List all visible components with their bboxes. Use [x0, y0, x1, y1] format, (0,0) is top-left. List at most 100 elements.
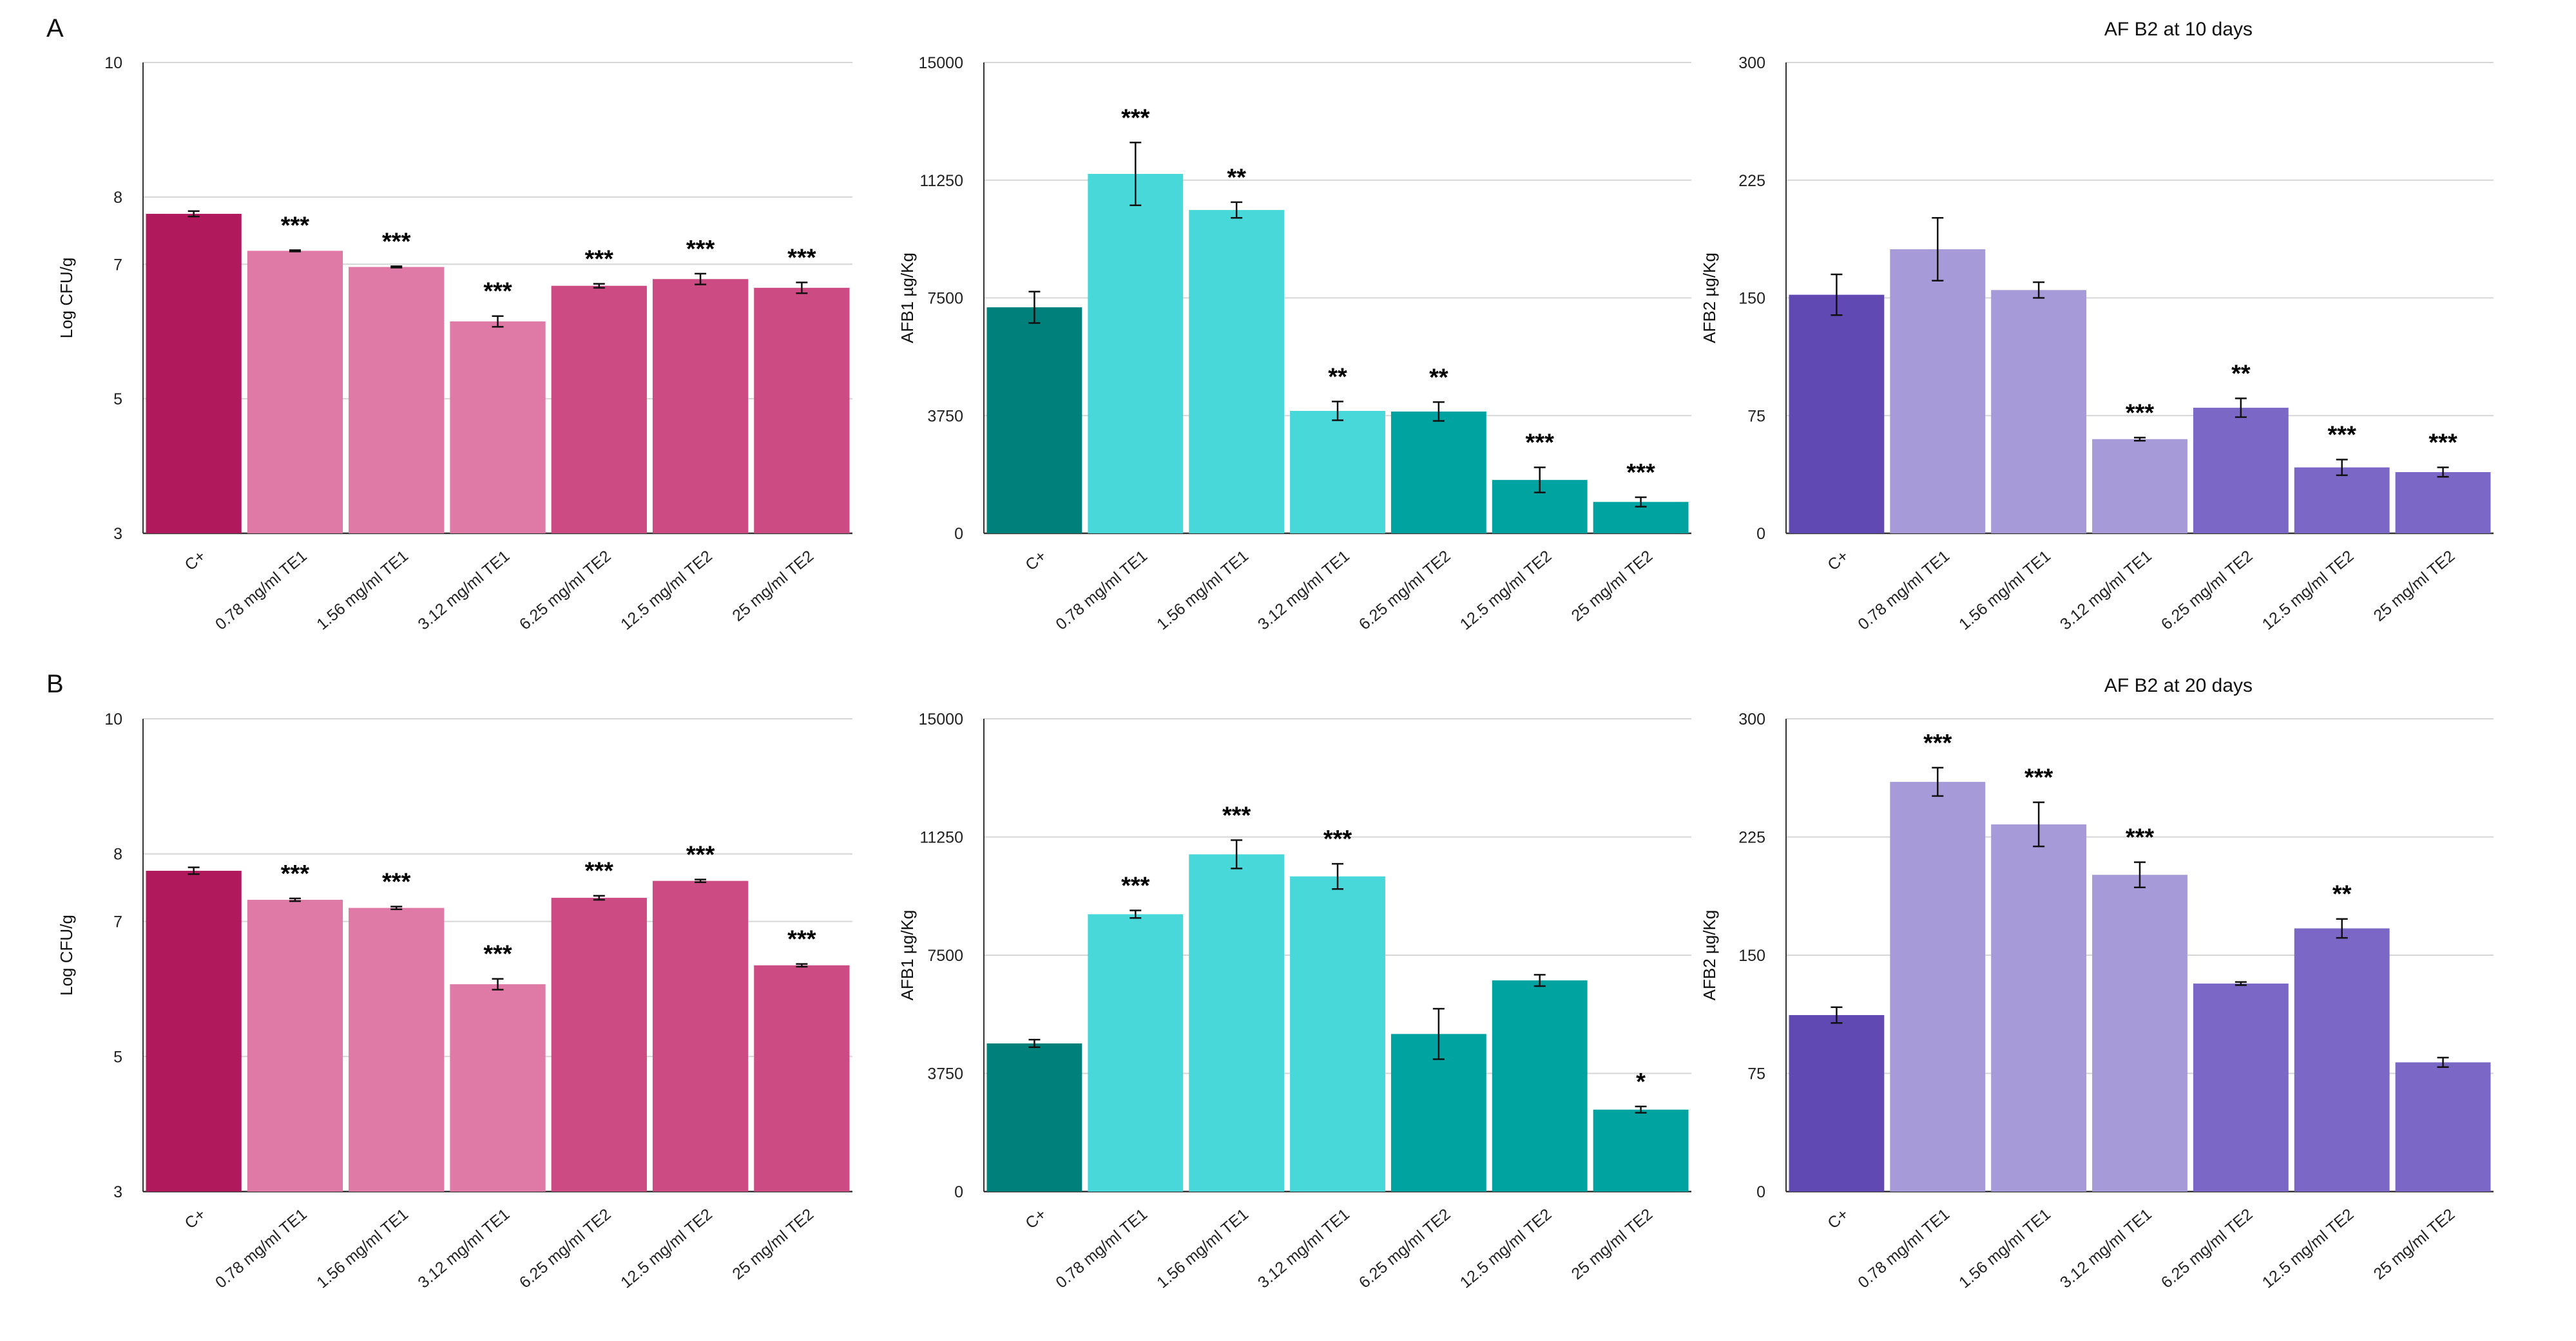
bar — [2395, 1062, 2491, 1192]
category-label: 0.78 mg/ml TE1 — [1052, 547, 1151, 634]
y-tick-label: 7 — [113, 256, 122, 274]
category-label: 0.78 mg/ml TE1 — [1854, 547, 1953, 634]
significance-label: *** — [1323, 826, 1352, 853]
category-label: 0.78 mg/ml TE1 — [212, 547, 311, 634]
y-axis-label: AFB2 µg/Kg — [1700, 252, 1719, 343]
significance-label: *** — [2126, 824, 2155, 851]
significance-label: * — [1636, 1069, 1646, 1096]
category-label: C+ — [181, 1205, 209, 1232]
y-tick-label: 0 — [954, 1183, 963, 1201]
significance-label: *** — [1121, 104, 1150, 131]
significance-label: *** — [483, 941, 512, 968]
y-tick-label: 0 — [1756, 1183, 1765, 1201]
category-label: 1.56 mg/ml TE1 — [1956, 1205, 2054, 1292]
bar — [1290, 410, 1385, 533]
category-label: 3.12 mg/ml TE1 — [1254, 1205, 1353, 1292]
chart-title: AF B2 at 20 days — [2104, 675, 2253, 696]
bar — [1890, 781, 1986, 1192]
y-axis-label: AFB1 µg/Kg — [898, 910, 917, 1001]
category-label: 1.56 mg/ml TE1 — [1153, 1205, 1252, 1292]
significance-label: ** — [1429, 364, 1448, 391]
y-tick-label: 5 — [113, 390, 122, 408]
bar — [349, 908, 445, 1192]
bar — [1390, 1034, 1486, 1192]
y-tick-label: 7 — [113, 913, 122, 931]
category-label: 25 mg/ml TE2 — [729, 1205, 817, 1283]
significance-label: *** — [686, 842, 715, 869]
significance-label: *** — [2328, 421, 2357, 448]
y-tick-label: 225 — [1738, 172, 1765, 190]
category-label: 6.25 mg/ml TE2 — [2158, 1205, 2256, 1292]
bar — [146, 870, 242, 1192]
bar — [986, 307, 1082, 533]
y-tick-label: 7500 — [927, 947, 963, 965]
y-tick-label: 300 — [1738, 710, 1765, 728]
y-axis-label: AFB2 µg/Kg — [1700, 910, 1719, 1001]
category-label: 12.5 mg/ml TE2 — [1457, 547, 1555, 634]
y-tick-label: 0 — [954, 525, 963, 543]
significance-label: *** — [1222, 802, 1251, 829]
category-label: 3.12 mg/ml TE1 — [415, 547, 514, 634]
category-label: 12.5 mg/ml TE2 — [617, 547, 716, 634]
category-label: 1.56 mg/ml TE1 — [1153, 547, 1252, 634]
category-label: 3.12 mg/ml TE1 — [2057, 1205, 2155, 1292]
chart-B-cfu: 3 5 7 8 10 Log CFU/g C+ *** 0.78 mg/ml TE1 *** 1.5… — [57, 710, 852, 1292]
bar — [652, 279, 749, 533]
bar — [146, 213, 242, 533]
significance-label: *** — [787, 244, 816, 271]
bar — [1189, 854, 1285, 1192]
significance-label: *** — [686, 236, 715, 263]
category-label: 1.56 mg/ml TE1 — [1956, 547, 2054, 634]
bar — [2193, 984, 2289, 1192]
bar — [2092, 875, 2187, 1192]
category-label: C+ — [1022, 547, 1050, 574]
category-label: 6.25 mg/ml TE2 — [2158, 547, 2256, 634]
bar — [754, 965, 850, 1192]
significance-label: *** — [281, 212, 310, 239]
y-tick-label: 3750 — [927, 1065, 963, 1083]
y-tick-label: 15000 — [918, 54, 963, 72]
bar — [1890, 249, 1986, 533]
y-tick-label: 15000 — [918, 710, 963, 728]
bar — [349, 267, 445, 533]
category-label: 25 mg/ml TE2 — [1568, 547, 1657, 625]
y-tick-label: 3 — [113, 1183, 122, 1201]
chart-title: AF B2 at 10 days — [2104, 19, 2253, 40]
category-label: 12.5 mg/ml TE2 — [2259, 1205, 2358, 1292]
category-label: 0.78 mg/ml TE1 — [212, 1205, 311, 1292]
category-label: 3.12 mg/ml TE1 — [415, 1205, 514, 1292]
category-label: 1.56 mg/ml TE1 — [313, 547, 412, 634]
chart-B-afb2: 0 75 150 225 300 AFB2 µg/Kg AF B2 at 20 days C+… — [1700, 675, 2494, 1292]
bar — [551, 285, 647, 533]
bar — [2193, 408, 2289, 533]
significance-label: ** — [1227, 164, 1246, 191]
significance-label: *** — [585, 858, 614, 885]
panel-label-a: A — [46, 14, 64, 43]
significance-label: ** — [2231, 360, 2251, 387]
y-tick-label: 8 — [113, 846, 122, 864]
significance-label: *** — [1526, 430, 1555, 457]
category-label: 25 mg/ml TE2 — [2370, 547, 2459, 625]
bar — [1593, 1109, 1689, 1192]
category-label: 6.25 mg/ml TE2 — [1356, 1205, 1454, 1292]
significance-label: *** — [2126, 399, 2155, 426]
bar — [754, 287, 850, 533]
significance-label: *** — [2024, 765, 2053, 792]
category-label: 0.78 mg/ml TE1 — [1854, 1205, 1953, 1292]
y-tick-label: 5 — [113, 1048, 122, 1066]
bar — [1390, 411, 1486, 533]
bar — [2294, 467, 2390, 533]
category-label: 25 mg/ml TE2 — [729, 547, 817, 625]
significance-label: ** — [2332, 881, 2352, 908]
significance-label: *** — [382, 228, 411, 255]
y-tick-label: 10 — [104, 710, 122, 728]
significance-label: *** — [382, 869, 411, 896]
significance-label: *** — [585, 246, 614, 273]
y-tick-label: 7500 — [927, 290, 963, 308]
chart-A-afb1: 0 3750 7500 11250 15000 AFB1 µg/Kg C+ *** 0.78 m… — [898, 54, 1691, 634]
category-label: 1.56 mg/ml TE1 — [313, 1205, 412, 1292]
category-label: 25 mg/ml TE2 — [1568, 1205, 1657, 1283]
y-axis-label: Log CFU/g — [57, 915, 76, 996]
bar — [247, 251, 343, 533]
y-tick-label: 300 — [1738, 54, 1765, 72]
